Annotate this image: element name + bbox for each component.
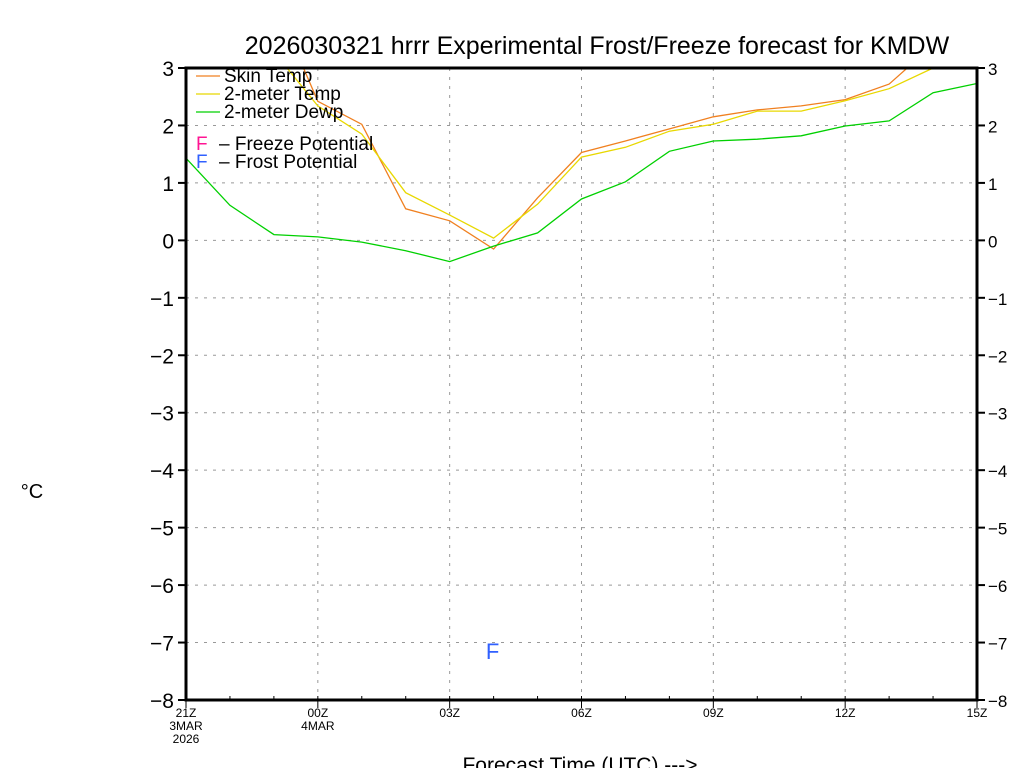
legend-label: 2-meter Dewp xyxy=(224,102,343,123)
y-tick-label-left: 1 xyxy=(162,173,174,196)
y-tick-label-left: 0 xyxy=(162,230,174,253)
axes: 3 3 2 2 1 1 0 0 −1 −1 −2 −2 −3 −3 −4 −4 −5 −5 −6 −6 −7 −7 −8 −8… xyxy=(150,58,1007,746)
y-tick-label-left: −5 xyxy=(150,518,174,541)
y-tick-label-right: −7 xyxy=(988,635,1007,654)
y-tick-label-right: −6 xyxy=(988,577,1007,596)
frost-potential-marker: F xyxy=(486,639,499,664)
x-tick-label: 15Z xyxy=(967,706,988,720)
x-tick-sublabel: 3MAR xyxy=(169,719,203,733)
y-tick-label-right: −8 xyxy=(988,692,1007,711)
y-tick-label-left: −3 xyxy=(150,403,174,426)
y-tick-label-left: −1 xyxy=(150,288,174,311)
x-axis-label: Forecast Time (UTC) ---> xyxy=(462,754,697,768)
x-tick-label: 09Z xyxy=(703,706,724,720)
series-lines xyxy=(186,68,977,263)
y-tick-label-left: 3 xyxy=(162,58,174,81)
y-tick-label-left: −8 xyxy=(150,690,174,713)
legend-label: – Frost Potential xyxy=(219,152,357,173)
legend-symbol: F xyxy=(196,134,208,155)
x-tick-label: 00Z xyxy=(307,706,328,720)
x-tick-sublabel: 4MAR xyxy=(301,719,335,733)
x-tick-label: 12Z xyxy=(835,706,856,720)
y-tick-label-right: −4 xyxy=(988,462,1007,481)
markers: F xyxy=(486,639,499,664)
legend-label: 2-meter Temp xyxy=(224,84,341,105)
y-axis-label: °C xyxy=(21,481,43,503)
x-tick-label: 06Z xyxy=(571,706,592,720)
y-tick-label-right: 1 xyxy=(988,175,997,194)
y-tick-label-left: −6 xyxy=(150,575,174,598)
legend-label: – Freeze Potential xyxy=(219,134,373,155)
x-tick-label: 03Z xyxy=(439,706,460,720)
y-tick-label-right: −5 xyxy=(988,520,1007,539)
y-tick-label-left: −2 xyxy=(150,345,174,368)
y-tick-label-right: −1 xyxy=(988,290,1007,309)
y-tick-label-right: −3 xyxy=(988,405,1007,424)
y-tick-label-right: 3 xyxy=(988,60,997,79)
y-tick-label-right: −2 xyxy=(988,347,1007,366)
legend-label: Skin Temp xyxy=(224,66,312,87)
chart-title: 2026030321 hrrr Experimental Frost/Freez… xyxy=(245,32,950,60)
y-tick-label-right: 2 xyxy=(988,117,997,136)
x-tick-label: 21Z xyxy=(176,706,197,720)
legend-symbol: F xyxy=(196,152,208,173)
y-tick-label-right: 0 xyxy=(988,232,997,251)
y-tick-label-left: 2 xyxy=(162,115,174,138)
x-tick-sublabel: 2026 xyxy=(173,732,200,746)
y-tick-label-left: −7 xyxy=(150,633,174,656)
y-tick-label-left: −4 xyxy=(150,460,174,483)
